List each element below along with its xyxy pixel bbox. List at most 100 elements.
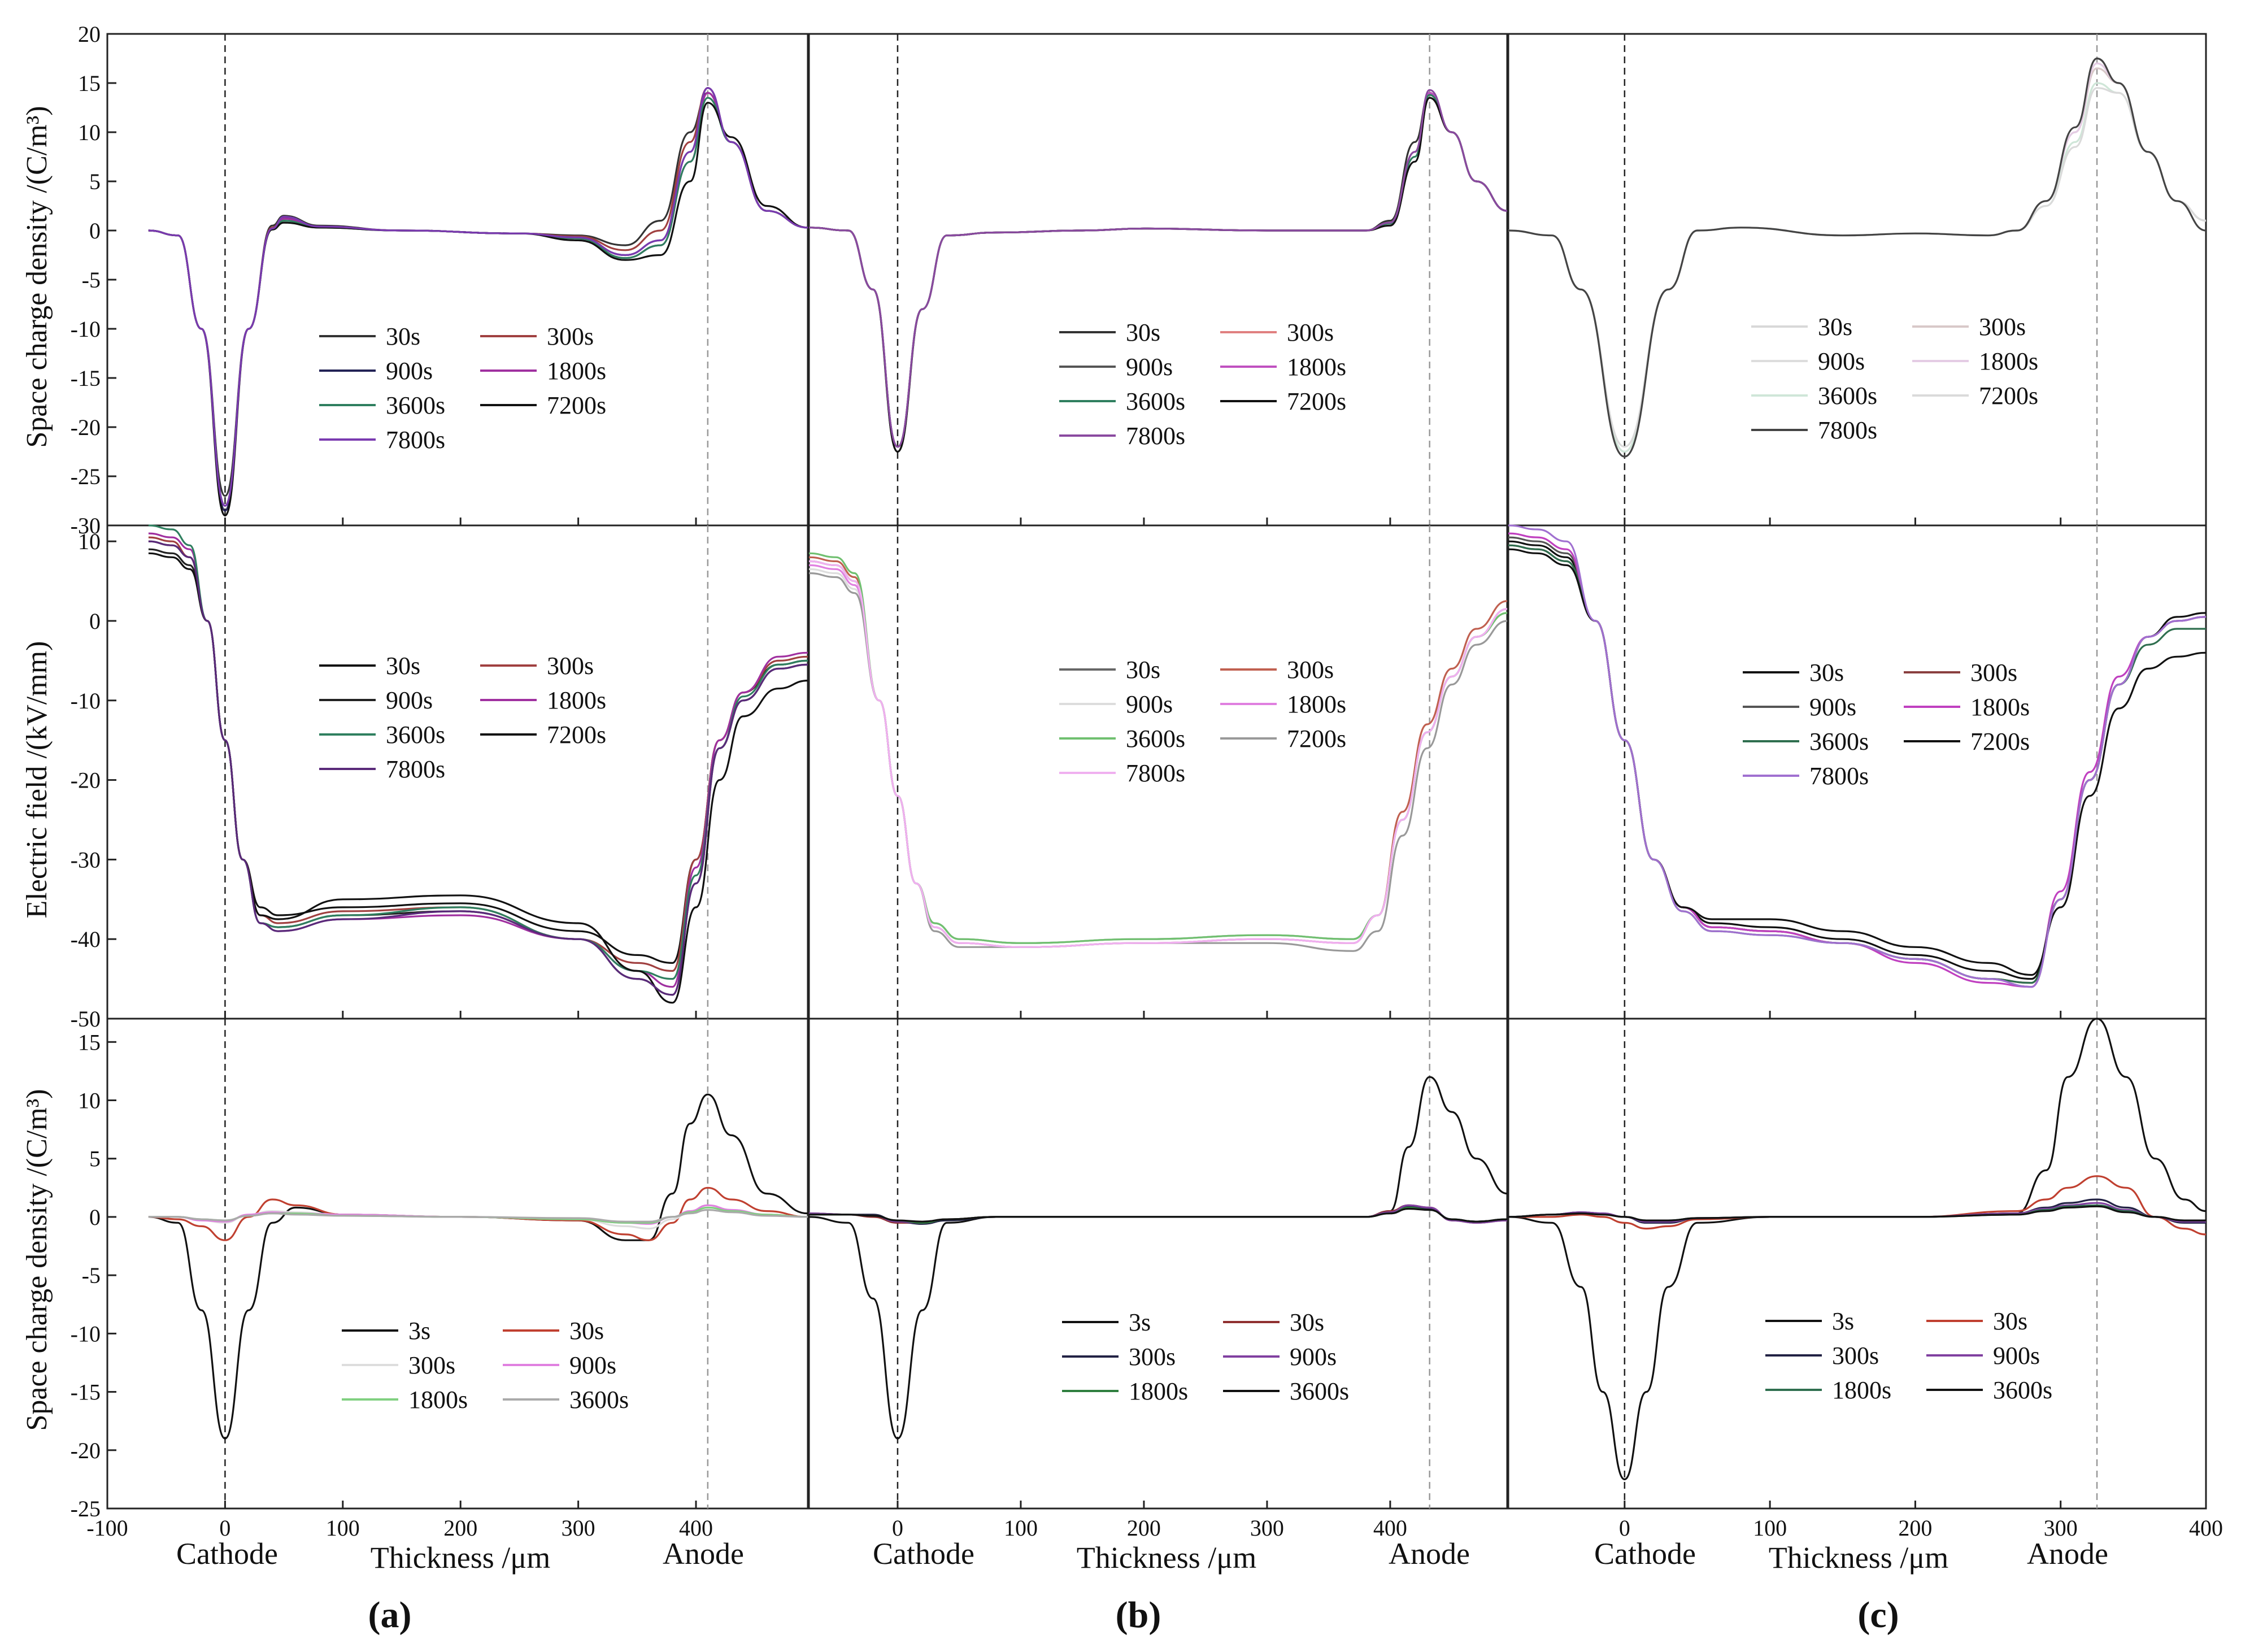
legend-label-a-bottom-30s: 30s (569, 1317, 604, 1345)
series-line-a-top-7200s (148, 102, 808, 517)
x-tick-label-c-bottom: 100 (1753, 1515, 1787, 1541)
legend-label-c-middle-7200s: 7200s (1970, 728, 2030, 755)
cathode-label-b: Cathode (873, 1537, 974, 1571)
y-tick-label-a-top: 15 (78, 71, 101, 96)
x-tick-label-a-bottom: 400 (679, 1515, 713, 1541)
x-tick-label-a-bottom: -100 (86, 1515, 128, 1541)
y-tick-label-a-top: -10 (71, 316, 101, 342)
legend-label-a-middle-7800s: 7800s (386, 755, 445, 783)
legend-label-c-bottom-1800s: 1800s (1832, 1376, 1891, 1404)
y-tick-label-a-bottom: -25 (71, 1496, 101, 1521)
series-line-c-middle-30s (1508, 540, 2207, 980)
series-line-a-middle-30s (148, 540, 808, 964)
panel-frame-a-middle (106, 524, 809, 1020)
legend-label-c-top-1800s: 1800s (1979, 347, 2038, 375)
y-tick-label-a-bottom: -15 (71, 1380, 101, 1405)
legend-label-b-bottom-3600s: 3600s (1290, 1377, 1349, 1405)
series-line-a-middle-7800s (148, 540, 808, 996)
legend-label-a-bottom-1800s: 1800s (408, 1386, 468, 1414)
legend-label-b-top-7800s: 7800s (1126, 422, 1185, 450)
panels-layer: 20 15 10 5 0 -5 -10 -15 -20 -25 -30 30s 300s 900s 1800… (71, 21, 2223, 1541)
legend-label-a-bottom-3s: 3s (408, 1317, 430, 1345)
ylabel-bottom: Space charge density /(C/m³) (21, 1089, 53, 1431)
anode-label-b: Anode (1389, 1537, 1470, 1571)
cathode-label-c: Cathode (1594, 1537, 1696, 1571)
legend-label-a-bottom-300s: 300s (408, 1351, 455, 1379)
y-tick-label-a-top: 10 (78, 120, 101, 145)
y-tick-label-a-top: -15 (71, 366, 101, 391)
legend-label-b-bottom-300s: 300s (1129, 1343, 1176, 1371)
x-tick-label-c-bottom: 200 (1898, 1515, 1932, 1541)
y-tick-label-a-middle: -20 (71, 768, 101, 793)
legend-label-b-middle-3600s: 3600s (1126, 725, 1185, 753)
series-line-b-middle-7800s (808, 560, 1508, 948)
legend-label-c-bottom-30s: 30s (1993, 1307, 2027, 1335)
y-tick-label-a-bottom: 15 (78, 1029, 101, 1055)
panel-label-c: (c) (1857, 1594, 1899, 1636)
series-line-c-middle-7800s (1508, 524, 2207, 988)
legend-label-a-middle-1800s: 1800s (547, 686, 606, 714)
series-line-a-top-900s (148, 87, 808, 512)
legend-label-b-top-30s: 30s (1126, 319, 1160, 346)
y-tick-label-a-middle: -40 (71, 927, 101, 952)
series-line-c-top-7800s (1508, 57, 2207, 458)
panel-c-middle: 30s 300s 900s 1800s 3600s 7200s 7800s (1507, 524, 2207, 1020)
y-tick-label-a-middle: -10 (71, 688, 101, 714)
series-line-b-middle-1800s (808, 564, 1508, 948)
legend-label-c-middle-3600s: 3600s (1809, 728, 1869, 755)
series-line-c-bottom-3s (1508, 1018, 2207, 1481)
legend-label-a-top-900s: 900s (386, 357, 433, 385)
legend-label-a-middle-7200s: 7200s (547, 721, 606, 749)
series-line-a-middle-7200s (148, 552, 808, 1004)
panel-label-a: (a) (368, 1594, 412, 1636)
legend-label-a-top-7800s: 7800s (386, 426, 445, 454)
cathode-label-a: Cathode (176, 1537, 278, 1571)
anode-label-c: Anode (2027, 1537, 2108, 1571)
y-tick-label-a-bottom: 10 (78, 1088, 101, 1114)
legend-label-c-bottom-3600s: 3600s (1993, 1376, 2052, 1404)
series-line-a-top-30s (148, 92, 808, 497)
legend-label-a-top-300s: 300s (547, 323, 594, 350)
legend-label-a-middle-30s: 30s (386, 652, 420, 680)
legend-label-a-top-7200s: 7200s (547, 392, 606, 419)
legend-label-b-top-900s: 900s (1126, 353, 1173, 381)
x-tick-label-a-bottom: 0 (219, 1515, 230, 1541)
series-line-a-bottom-3600s (148, 1208, 808, 1223)
legend-label-c-bottom-300s: 300s (1832, 1342, 1879, 1370)
legend-label-c-bottom-3s: 3s (1832, 1307, 1854, 1335)
series-line-a-middle-3600s (148, 524, 808, 980)
xlabel-b: Thickness /μm (1077, 1541, 1256, 1575)
legend-label-c-middle-7800s: 7800s (1809, 762, 1869, 790)
legend-label-c-middle-300s: 300s (1970, 659, 2017, 686)
legend-label-b-middle-30s: 30s (1126, 656, 1160, 684)
y-tick-label-a-bottom: -10 (71, 1321, 101, 1346)
legend-label-c-top-3600s: 3600s (1818, 382, 1877, 410)
panel-frame-b-bottom (808, 1018, 1508, 1510)
ylabel-top: Space charge density /(C/m³) (21, 106, 53, 447)
legend-label-b-top-3600s: 3600s (1126, 388, 1185, 415)
y-tick-label-a-bottom: 0 (89, 1205, 101, 1230)
legend-label-c-top-7800s: 7800s (1818, 416, 1877, 444)
legend-label-b-middle-1800s: 1800s (1287, 690, 1346, 718)
panel-a-middle: 10 0 -10 -20 -30 -40 -50 30s 300s 900s 1800s 3600s 7… (71, 524, 809, 1032)
series-line-a-middle-900s (148, 548, 808, 996)
legend-label-a-top-1800s: 1800s (547, 357, 606, 385)
panel-c-bottom: 0 100 200 300 400 3s 30s 300s 900s 1800s 3600s (1507, 1018, 2223, 1541)
legend-label-a-middle-3600s: 3600s (386, 721, 445, 749)
series-line-b-bottom-3600s (809, 1207, 1508, 1223)
x-tick-label-a-bottom: 300 (562, 1515, 595, 1541)
y-tick-label-a-top: -30 (71, 513, 101, 538)
series-line-a-top-300s (148, 87, 808, 507)
legend-label-b-middle-300s: 300s (1287, 656, 1334, 684)
panel-b-bottom: 0 100 200 300 400 3s 30s 300s 900s 1800s 3600s (808, 1018, 1508, 1541)
panel-frame-c-top (1507, 33, 2207, 527)
panel-frame-b-top (808, 33, 1508, 527)
legend-label-c-middle-1800s: 1800s (1970, 693, 2030, 721)
axis-labels-layer: Space charge density /(C/m³) Electric fi… (21, 106, 2108, 1636)
x-tick-label-a-bottom: 100 (326, 1515, 360, 1541)
legend-label-a-bottom-900s: 900s (569, 1351, 616, 1379)
panel-a-top: 20 15 10 5 0 -5 -10 -15 -20 -25 -30 30s 300s 900s 1800… (71, 21, 809, 538)
x-tick-label-b-bottom: 0 (892, 1515, 903, 1541)
panel-c-top: 30s 300s 900s 1800s 3600s 7200s 7800s (1507, 33, 2207, 527)
